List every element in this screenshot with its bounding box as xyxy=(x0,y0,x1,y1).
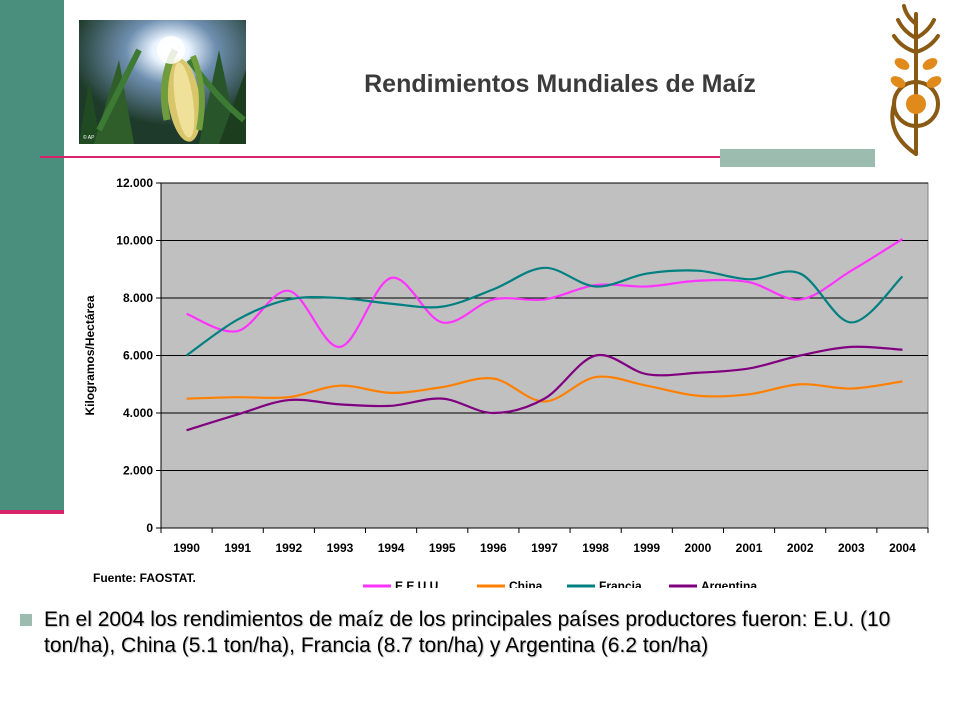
x-tick-label: 1991 xyxy=(224,541,251,555)
x-tick-label: 2002 xyxy=(787,541,814,555)
source-note: Fuente: FAOSTAT. xyxy=(93,571,196,585)
series-line-francia xyxy=(185,266,904,357)
y-tick-label: 6.000 xyxy=(123,349,153,363)
photo-credit: © AP xyxy=(83,134,95,141)
title-underline-block xyxy=(720,149,875,167)
x-tick-label: 1993 xyxy=(327,541,354,555)
legend-label: China xyxy=(509,579,543,588)
x-tick-label: 1996 xyxy=(480,541,507,555)
summary-bullet: En el 2004 los rendimientos de maíz de l… xyxy=(44,608,891,657)
y-tick-label: 10.000 xyxy=(116,234,153,248)
series-line-china xyxy=(186,375,903,403)
x-tick-label: 2004 xyxy=(889,541,916,555)
x-tick-label: 1995 xyxy=(429,541,456,555)
y-tick-label: 0 xyxy=(146,521,153,535)
title-underline xyxy=(40,156,875,158)
series-line-e-e-u-u- xyxy=(186,238,904,348)
x-tick-label: 1990 xyxy=(173,541,200,555)
x-tick-label: 2003 xyxy=(838,541,865,555)
legend-label: E.E.U.U. xyxy=(395,579,442,588)
left-accent-strip xyxy=(0,510,64,514)
series-line-argentina xyxy=(186,345,903,432)
x-tick-label: 1998 xyxy=(582,541,609,555)
x-tick-label: 1997 xyxy=(531,541,558,555)
legend-label: Francia xyxy=(599,579,642,588)
x-tick-labels: 1990 1991 1992 1993 1994 1995 1996 1997 1998 1999… xyxy=(160,527,929,555)
x-tick-label: 1999 xyxy=(633,541,660,555)
bullet-marker xyxy=(20,614,32,626)
wheat-logo xyxy=(880,4,952,164)
slide-title: Rendimientos Mundiales de Maíz xyxy=(364,70,756,98)
legend: E.E.U.U. China Francia Argentina xyxy=(363,579,757,588)
x-tick-label: 2001 xyxy=(736,541,763,555)
y-tick-label: 12.000 xyxy=(116,176,153,190)
legend-label: Argentina xyxy=(701,579,757,588)
series-lines xyxy=(185,238,904,432)
y-tick-label: 4.000 xyxy=(123,406,153,420)
x-tick-label: 2000 xyxy=(685,541,712,555)
y-tick-label: 8.000 xyxy=(123,291,153,305)
y-tick-label: 2.000 xyxy=(123,464,153,478)
left-sidebar-band xyxy=(0,0,64,510)
y-axis-label: Kilogramos/Hectárea xyxy=(83,295,97,415)
y-tick-labels: 0 2.000 4.000 6.000 8.000 10.000 12.000 xyxy=(116,176,162,535)
x-tick-label: 1992 xyxy=(275,541,302,555)
corn-photo: © AP xyxy=(79,20,246,144)
x-tick-label: 1994 xyxy=(378,541,405,555)
